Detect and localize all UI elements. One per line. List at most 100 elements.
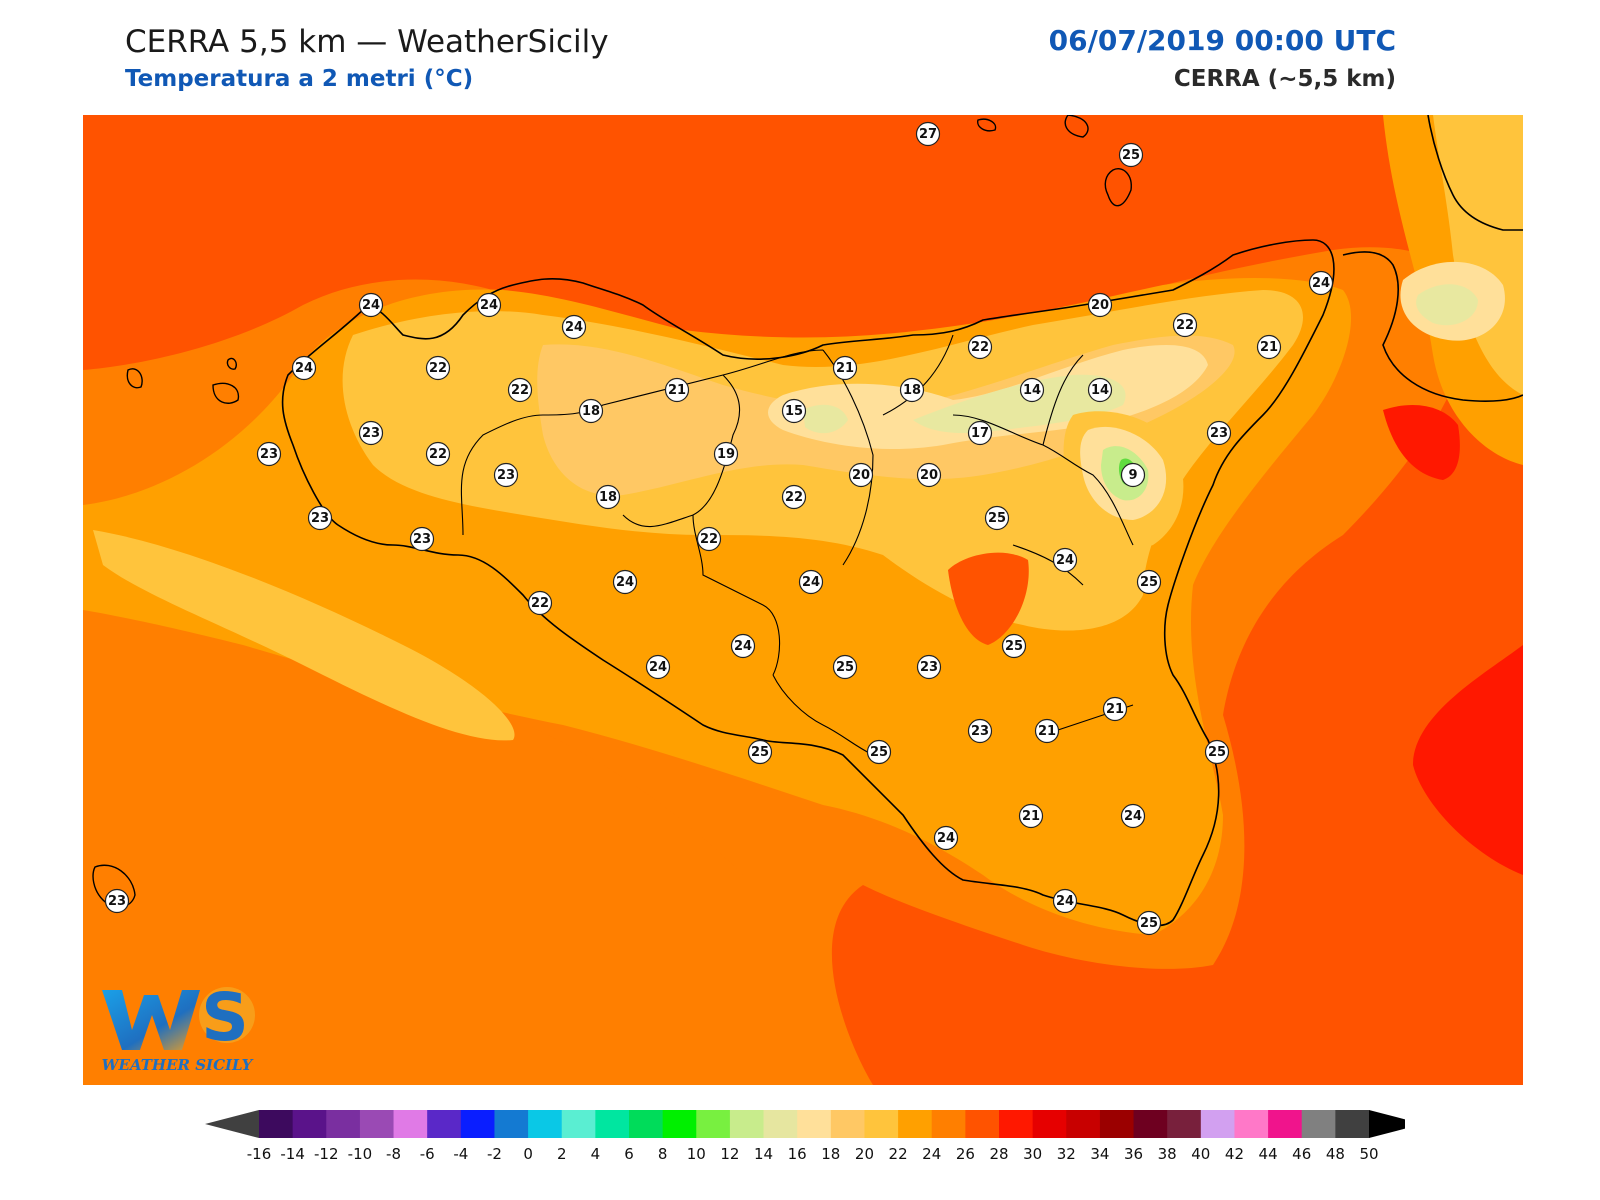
colorbar: -16 -14 -12 -10 -8 -6 -4 -2 0 2 4 6 8 10 12 14 16 18 20 22 2… (205, 1107, 1423, 1167)
station-marker: 24 (612, 569, 638, 595)
station-dot (358, 420, 384, 446)
colorbar-swatch (797, 1110, 832, 1138)
station-dot (425, 441, 451, 467)
station-value: 22 (511, 383, 529, 398)
station-dot (256, 441, 282, 467)
station-dot (527, 590, 553, 616)
station-value: 24 (937, 831, 955, 846)
colorbar-tick-label: -8 (386, 1145, 401, 1163)
colorbar-swatch (292, 1110, 327, 1138)
station-value: 24 (295, 361, 313, 376)
station-dot (561, 314, 587, 340)
calabria-coastline (1342, 115, 1523, 402)
colorbar-swatch (1200, 1110, 1235, 1138)
station-value: 14 (1091, 383, 1109, 398)
station-value: 20 (920, 468, 938, 483)
station-marker: 27 (915, 121, 941, 147)
colorbar-tick-label: 0 (523, 1145, 533, 1163)
temperature-map[interactable]: 27 25 24 24 24 24 22 22 21 18 15 21 18 22 20 14 14 22 24 21… (83, 115, 1523, 1085)
colorbar-tick-label: 18 (821, 1145, 840, 1163)
colorbar-tick-label: 30 (1023, 1145, 1042, 1163)
station-value: 21 (668, 383, 686, 398)
colorbar-tick-label: 44 (1259, 1145, 1278, 1163)
station-value: 24 (1056, 553, 1074, 568)
colorbar-swatch (1066, 1110, 1101, 1138)
station-dot (664, 377, 690, 403)
colorbar-swatch (1032, 1110, 1067, 1138)
svg-text:S: S (201, 980, 249, 1056)
station-value: 24 (1056, 894, 1074, 909)
station-marker: 24 (933, 825, 959, 851)
station-value: 24 (802, 575, 820, 590)
station-value: 15 (785, 404, 803, 419)
station-value: 22 (1176, 318, 1194, 333)
station-marker: 21 (1256, 334, 1282, 360)
station-marker: 22 (527, 590, 553, 616)
station-dot (1308, 270, 1334, 296)
colorbar-swatch (528, 1110, 563, 1138)
station-marker: 24 (645, 654, 671, 680)
colorbar-tick-label: 48 (1326, 1145, 1345, 1163)
station-marker: 21 (832, 355, 858, 381)
station-dot (916, 462, 942, 488)
station-dot (781, 398, 807, 424)
field-band-26-28-inland (948, 552, 1029, 645)
station-dot (781, 484, 807, 510)
station-dot (832, 654, 858, 680)
station-dot (358, 292, 384, 318)
station-value: 25 (1140, 916, 1158, 931)
field-band-20-22-sw (93, 530, 515, 741)
station-value: 21 (1106, 702, 1124, 717)
station-marker: 25 (1136, 569, 1162, 595)
colorbar-swatch (1099, 1110, 1135, 1138)
station-dot (1136, 569, 1162, 595)
station-value: 24 (616, 575, 634, 590)
colorbar-tick-label: -2 (487, 1145, 502, 1163)
station-dot (713, 441, 739, 467)
station-marker: 24 (1120, 803, 1146, 829)
station-marker: 14 (1087, 377, 1113, 403)
station-dot (1001, 633, 1027, 659)
colorbar-swatch (494, 1110, 529, 1138)
egadi-islands (126, 357, 240, 404)
station-value: 19 (717, 447, 735, 462)
colorbar-tick-label: 4 (591, 1145, 601, 1163)
colorbar-tick-label: 36 (1124, 1145, 1143, 1163)
station-marker: 21 (1102, 696, 1128, 722)
station-marker: 9 (1120, 462, 1146, 488)
weather-sicily-logo: S WEATHER SICILY (92, 979, 262, 1080)
station-marker: 24 (1052, 888, 1078, 914)
station-marker: 23 (1206, 420, 1232, 446)
station-markers: 27 25 24 24 24 24 22 22 21 18 15 21 18 22 20 14 14 22 24 21… (104, 121, 1334, 936)
variable-subtitle: Temperatura a 2 metri (°C) (125, 66, 474, 92)
station-dot (476, 292, 502, 318)
station-marker: 22 (696, 526, 722, 552)
station-value: 21 (1038, 724, 1056, 739)
station-dot (1052, 547, 1078, 573)
colorbar-swatch (931, 1110, 966, 1138)
station-dot (1256, 334, 1282, 360)
station-marker: 23 (256, 441, 282, 467)
station-marker: 24 (1052, 547, 1078, 573)
station-dot (967, 718, 993, 744)
station-value: 20 (1091, 298, 1109, 313)
field-band-24-26-sw (83, 595, 743, 1085)
station-value: 24 (362, 298, 380, 313)
colorbar-swatch (359, 1110, 395, 1138)
station-marker: 23 (967, 718, 993, 744)
station-marker: 23 (409, 526, 435, 552)
colorbar-swatch (393, 1110, 428, 1138)
station-value: 18 (599, 490, 617, 505)
colorbar-tick-label: -4 (453, 1145, 468, 1163)
station-value: 9 (1128, 468, 1137, 483)
station-marker: 22 (507, 377, 533, 403)
station-marker: 21 (1034, 718, 1060, 744)
station-value: 24 (480, 298, 498, 313)
station-value: 24 (649, 660, 667, 675)
station-marker: 14 (1019, 377, 1045, 403)
colorbar-swatch (1133, 1110, 1168, 1138)
colorbar-swatch (326, 1110, 361, 1138)
station-value: 22 (429, 447, 447, 462)
station-value: 23 (920, 660, 938, 675)
station-dot (933, 825, 959, 851)
